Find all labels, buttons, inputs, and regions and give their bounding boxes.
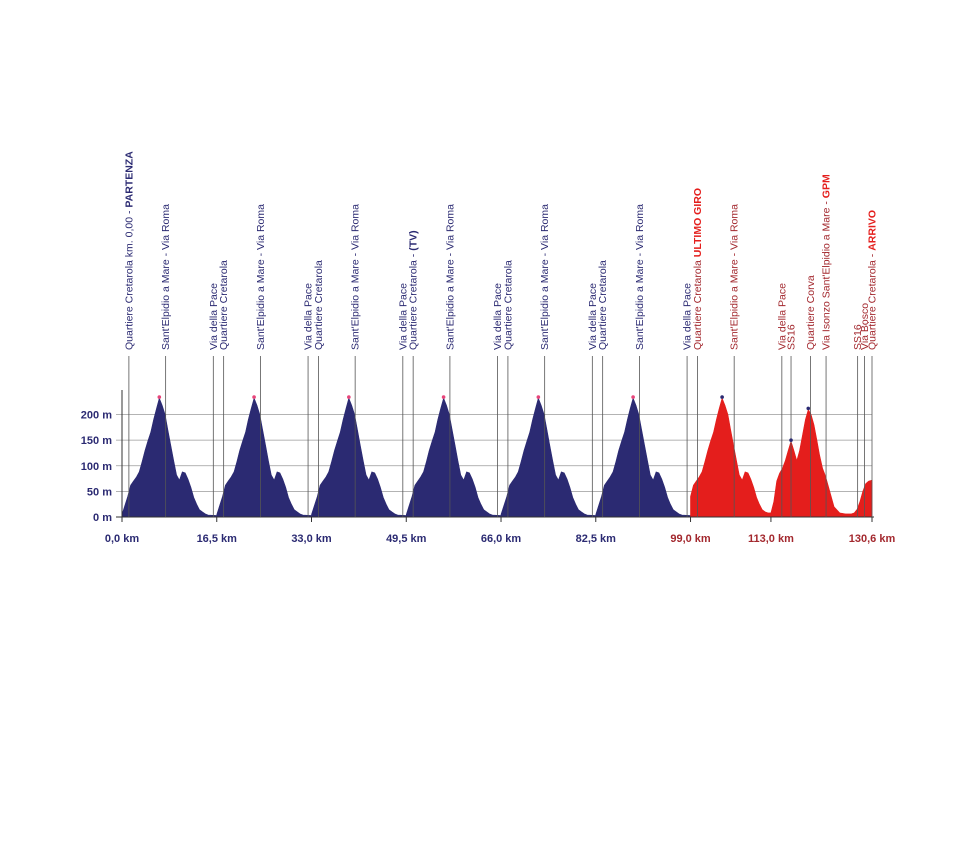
elevation-area-final-lap (690, 397, 873, 518)
x-tick-label: 82,5 km (576, 533, 617, 545)
waypoint-label: Via Bosco (859, 303, 871, 350)
waypoint-label: Via della Pace (397, 283, 409, 350)
waypoint-label: SS16 (786, 324, 798, 350)
summit-dot (347, 395, 351, 399)
waypoint-label: Sant'Elpidio a Mare - Via Roma (729, 204, 741, 350)
x-tick-label: 130,6 km (849, 533, 896, 545)
waypoint-label: Quartiere Cretarola - (TV) (408, 230, 420, 350)
waypoint-label: Sant'Elpidio a Mare - Via Roma (539, 204, 551, 350)
x-tick-label: 49,5 km (386, 533, 427, 545)
elevation-area-lap-4 (406, 397, 502, 518)
waypoint-label: Sant'Elpidio a Mare - Via Roma (634, 204, 646, 350)
y-tick-label: 50 m (87, 486, 112, 498)
y-tick-label: 0 m (93, 512, 112, 524)
waypoint-label: Quartiere Cretarola (313, 260, 325, 350)
waypoint-label: Quartiere Cretarola - ARRIVO (867, 210, 879, 350)
waypoint-label: Quartiere Cretarola (597, 260, 609, 350)
y-tick-label: 150 m (81, 435, 112, 447)
waypoint-label: Via della Pace (682, 283, 694, 350)
waypoint-label: Sant'Elpidio a Mare - Via Roma (444, 204, 456, 350)
waypoint-label: SS16 (852, 324, 864, 350)
elevation-area-lap-2 (216, 397, 312, 518)
summit-dot (720, 395, 724, 399)
y-tick-label: 100 m (81, 461, 112, 473)
elevation-area-lap-5 (500, 397, 597, 518)
summit-dot (252, 395, 256, 399)
y-tick-label: 200 m (81, 410, 112, 422)
waypoint-label: Quartiere Corva (805, 275, 817, 350)
summit-dot (441, 395, 446, 399)
elevation-area-lap-1 (121, 397, 218, 518)
x-tick-label: 113,0 km (748, 533, 794, 545)
elevation-area-lap-6 (595, 397, 691, 518)
waypoint-label: Sant'Elpidio a Mare - Via Roma (160, 204, 172, 350)
waypoint-label: Quartiere Cretarola ULTIMO GIRO (692, 188, 704, 350)
waypoint-label: Via della Pace (776, 283, 788, 350)
summit-dot (789, 438, 793, 442)
summit-dot (631, 395, 635, 399)
summit-dot (806, 406, 811, 411)
waypoint-label: Via della Pace (492, 283, 504, 350)
waypoint-label: Quartiere Cretarola (218, 260, 230, 350)
x-tick-label: 99,0 km (670, 533, 711, 545)
waypoint-label: Sant'Elpidio a Mare - Via Roma (350, 204, 362, 350)
x-tick-label: 66,0 km (481, 533, 522, 545)
waypoint-label: Sant'Elpidio a Mare - Via Roma (255, 204, 267, 350)
waypoint-label: Via della Pace (303, 283, 315, 350)
waypoint-label: Via della Pace (208, 283, 220, 350)
waypoint-label: Quartiere Cretarola km. 0,00 - PARTENZA (123, 151, 135, 350)
waypoint-label: Via Isonzo Sant'Elpidio a Mare - GPM (821, 174, 833, 350)
summit-dot (157, 395, 162, 399)
waypoint-label: Via della Pace (587, 283, 599, 350)
elevation-area-lap-3 (311, 397, 407, 518)
summit-dot (536, 395, 541, 399)
waypoint-label: Quartiere Cretarola (502, 260, 514, 350)
x-tick-label: 16,5 km (197, 533, 238, 545)
x-tick-label: 0,0 km (105, 533, 139, 545)
x-tick-label: 33,0 km (291, 533, 332, 545)
